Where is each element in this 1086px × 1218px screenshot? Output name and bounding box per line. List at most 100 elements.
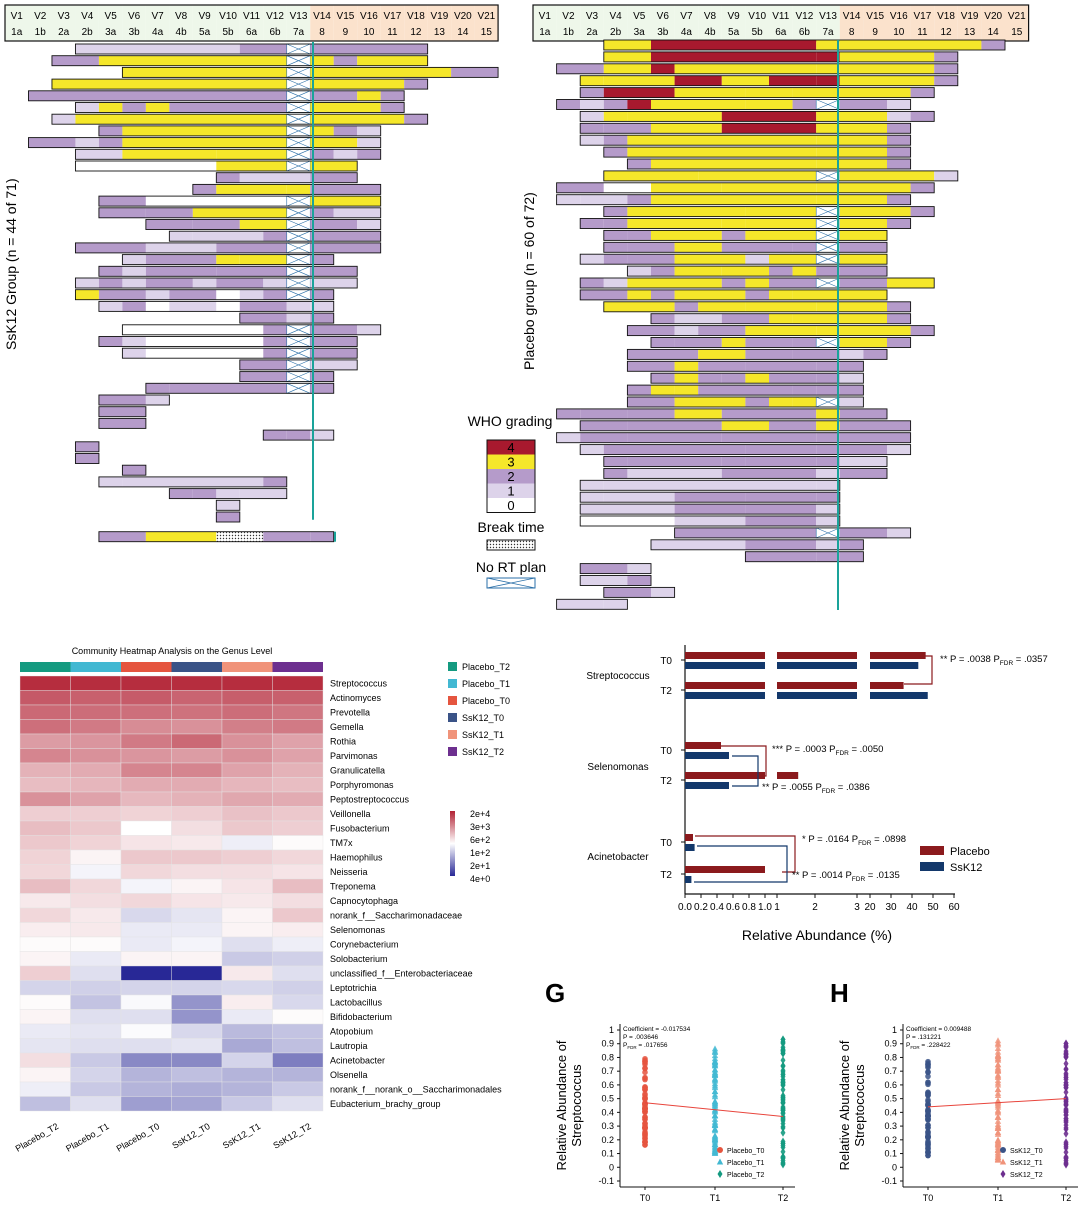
scatter-point	[994, 1137, 1002, 1144]
heatmap-cell	[272, 733, 324, 749]
ssk12-patient-row-border	[98, 195, 382, 207]
bar-x-tick-label: 30	[885, 902, 897, 913]
scatter-point	[1063, 1114, 1069, 1123]
bar-x-tick-label: 0.8	[742, 902, 756, 913]
placebo-patient-grade-cell	[887, 444, 911, 455]
placebo-patient-grade-cell	[745, 504, 817, 515]
heatmap-cell	[19, 835, 71, 851]
placebo-patient-grade-cell	[769, 242, 793, 253]
ssk12-header-week-label: 2b	[82, 27, 94, 38]
heatmap-group-bar	[272, 662, 323, 672]
placebo-patient-grade-cell	[721, 408, 769, 419]
ssk12-patient-grade-cell	[75, 441, 99, 452]
scatter-point	[642, 1069, 648, 1076]
scatter-point	[994, 1044, 1002, 1051]
ssk12-patient-row-border	[98, 417, 147, 429]
heatmap-scale-label: 3e+3	[470, 822, 490, 832]
ssk12-header-cell-bg	[451, 5, 475, 41]
scatter-point	[642, 1087, 648, 1093]
ssk12-patient-grade-cell	[145, 242, 217, 253]
ssk12-header-week-label: 15	[481, 27, 493, 38]
placebo-patient-grade-cell	[721, 278, 746, 288]
placebo-patient-grade-cell	[745, 301, 817, 312]
placebo-patient-grade-cell	[887, 135, 911, 146]
placebo-patient-grade-cell	[839, 170, 935, 181]
placebo-patient-row-border	[556, 432, 912, 444]
heatmap-cell	[120, 994, 172, 1010]
legend-placebo-label: Placebo	[950, 846, 990, 858]
ssk12-patient-grade-cell	[404, 114, 428, 125]
placebo-patient-grade-cell	[698, 385, 793, 396]
placebo-patient-grade-cell	[627, 575, 651, 586]
scatter-y-label-line2: Streptococcus	[852, 1064, 867, 1147]
placebo-patient-grade-cell	[745, 551, 817, 562]
heatmap-cell	[171, 864, 223, 880]
scatter-point	[780, 1045, 786, 1054]
placebo-patient-grade-cell	[580, 432, 628, 443]
placebo-patient-grade-cell	[674, 527, 817, 538]
heatmap-cell	[70, 864, 122, 880]
heatmap-cell	[171, 849, 223, 865]
placebo-patient-grade-cell	[627, 206, 651, 217]
heatmap-scale-label: 1e+2	[470, 848, 490, 858]
heatmap-cell	[171, 733, 223, 749]
heatmap-cell	[120, 704, 172, 720]
heatmap-cell	[171, 980, 223, 996]
ssk12-header-visit-label: V15	[337, 11, 355, 22]
placebo-patient-grade-cell	[580, 444, 604, 455]
scatter-y-tick-label: 0.4	[884, 1107, 897, 1117]
placebo-patient-grade-cell	[839, 87, 911, 98]
placebo-patient-row-border	[626, 325, 935, 337]
heatmap-cell	[221, 965, 273, 981]
bar-timepoint-label: T2	[660, 686, 672, 697]
placebo-patient-grade-cell	[839, 194, 887, 205]
placebo-patient-grade-cell	[839, 385, 864, 396]
ssk12-header-visit-label: V6	[128, 11, 141, 22]
placebo-header-week-label: 10	[893, 27, 905, 38]
ssk12-patient-grade-cell	[145, 289, 170, 300]
placebo-patient-grade-cell	[745, 444, 817, 455]
placebo-patient-grade-cell	[651, 206, 746, 217]
selen-annotation-2-main: ** P = .0055 P	[762, 782, 822, 793]
ssk12-patient-grade-cell	[192, 231, 264, 242]
placebo-bar	[777, 772, 799, 779]
placebo-patient-grade-cell	[603, 254, 628, 265]
ssk12-header-week-label: 3a	[105, 27, 117, 38]
ssk12-patient-grade-cell	[216, 172, 240, 183]
ssk12-patient-no-rt-cross	[286, 149, 311, 160]
bar-x-axis-label: Relative Abundance (%)	[742, 927, 892, 943]
bar-x-tick-label: 0.0	[678, 902, 692, 913]
heatmap-cell	[171, 1023, 223, 1039]
heatmap-cell	[120, 820, 172, 836]
placebo-patient-grade-cell	[627, 432, 722, 443]
placebo-group-label: Placebo group (n = 60 of 72)	[521, 192, 537, 370]
placebo-patient-grade-cell	[769, 75, 817, 86]
heatmap-cell	[120, 922, 172, 938]
heatmap-genus-label: Parvimonas	[330, 751, 378, 761]
placebo-patient-no-rt-cross	[816, 337, 840, 348]
ssk12-bar	[870, 662, 919, 669]
placebo-patient-grade-cell	[698, 361, 746, 372]
ssk12-patient-row-border	[121, 66, 499, 78]
placebo-patient-row-border	[556, 63, 959, 75]
heatmap-cell	[171, 922, 223, 938]
placebo-patient-grade-cell	[816, 539, 840, 550]
placebo-patient-grade-cell	[651, 63, 675, 74]
heatmap-cell	[120, 762, 172, 778]
placebo-header-week-label: 6a	[775, 27, 787, 38]
heatmap-legend-label: SsK12_T2	[462, 747, 504, 757]
heatmap-legend-swatch	[448, 730, 457, 739]
placebo-patient-grade-cell	[769, 397, 793, 407]
scatter-x-tick-label: T2	[1061, 1193, 1072, 1203]
placebo-patient-row-border	[603, 301, 912, 313]
scatter-point	[711, 1125, 719, 1132]
ssk12-patient-row-border	[74, 289, 335, 301]
heatmap-cell	[171, 1096, 223, 1112]
heatmap-cell	[70, 820, 122, 836]
ssk12-patient-grade-cell	[122, 476, 264, 487]
heatmap-genus-label: Streptococcus	[330, 679, 388, 689]
heatmap-group-label: SsK12_T0	[170, 1121, 211, 1151]
ssk12-patient-grade-cell	[357, 125, 381, 136]
ssk12-patient-row-border	[145, 219, 382, 230]
heatmap-group-bar	[20, 662, 71, 672]
